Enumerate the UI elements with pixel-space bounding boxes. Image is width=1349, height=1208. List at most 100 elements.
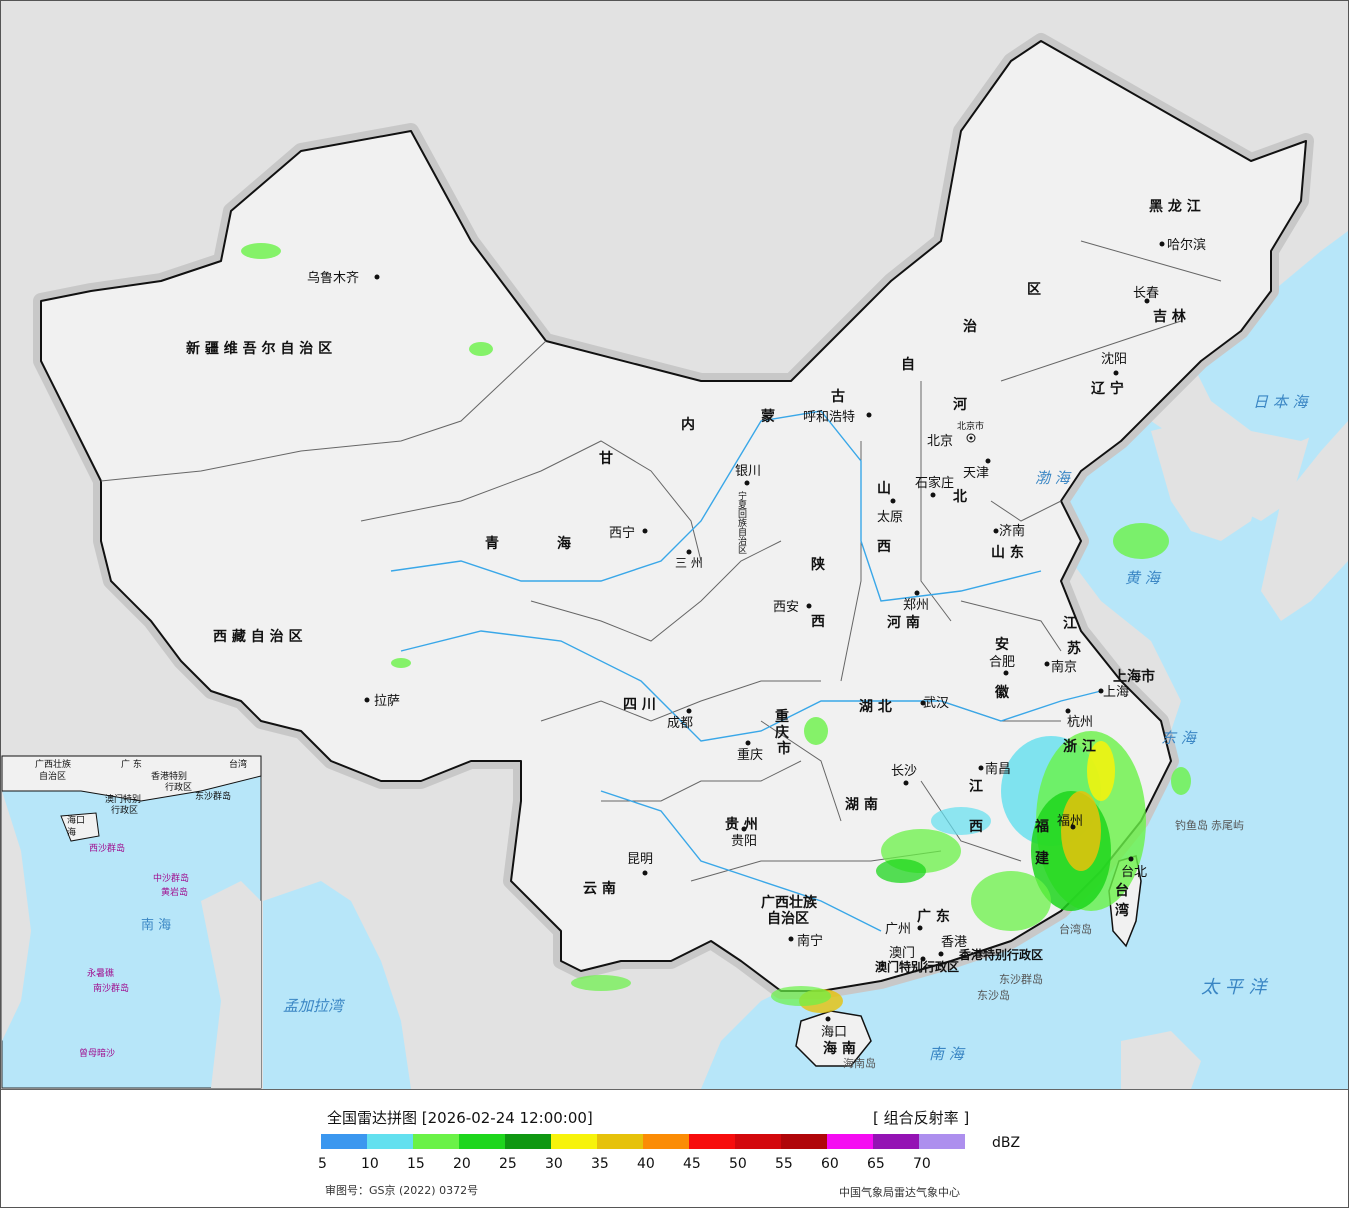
color-swatch-0	[321, 1134, 367, 1149]
inset-huangyan: 黄岩岛	[161, 886, 188, 898]
inset-taiwan: 台湾	[229, 758, 247, 770]
province-hunan: 湖 南	[845, 796, 878, 813]
china-radar-map: 新 疆 维 吾 尔 自 治 区 西 藏 自 治 区 青 海 甘 内 蒙 古 自 …	[1, 1, 1348, 1089]
province-lanzhou-region: 三 州	[675, 556, 703, 570]
province-taiwan-2: 湾	[1115, 902, 1129, 919]
inset-hongkong2: 行政区	[165, 781, 192, 793]
island-taiwan: 台湾岛	[1059, 922, 1092, 936]
sea-mengjiala: 孟加拉湾	[283, 997, 346, 1015]
city-fuzhou: 福州	[1057, 814, 1083, 829]
city-shanghai: 上海	[1103, 685, 1129, 700]
province-guangxi-1: 广西壮族	[761, 894, 818, 911]
tick-label: 65	[867, 1156, 885, 1172]
legend-panel: 全国雷达拼图 [2026-02-24 12:00:00] [ 组合反射率 ] 5…	[1, 1089, 1348, 1207]
province-fujian-2: 建	[1035, 850, 1049, 867]
color-swatch-1	[367, 1134, 413, 1149]
province-fujian-1: 福	[1034, 818, 1049, 835]
province-neimeng-1: 内	[681, 416, 695, 433]
region-hongkong: 香港特别行政区	[958, 947, 1043, 962]
inset-macao: 澳门特别	[105, 793, 141, 805]
province-hubei: 湖 北	[859, 699, 892, 715]
city-kunming: 昆明	[627, 852, 653, 867]
city-xian: 西安	[773, 600, 799, 615]
tick-label: 55	[775, 1156, 793, 1172]
color-scale-bar	[321, 1134, 965, 1149]
inset-macao2: 行政区	[111, 804, 138, 816]
product-label: [ 组合反射率 ]	[873, 1109, 970, 1127]
color-swatch-9	[735, 1134, 781, 1149]
province-shaanxi-2: 西	[811, 614, 825, 630]
color-swatch-12	[873, 1134, 919, 1149]
hainan-land	[795, 1010, 872, 1067]
province-taiwan-1: 台	[1115, 882, 1129, 899]
province-chongqing-1: 重	[775, 708, 789, 725]
province-xinjiang: 新 疆 维 吾 尔 自 治 区	[186, 340, 332, 357]
city-changsha: 长沙	[891, 764, 917, 779]
province-jilin: 吉 林	[1153, 308, 1186, 325]
city-harbin: 哈尔滨	[1167, 237, 1206, 253]
philippines-land	[1121, 1031, 1201, 1089]
tick-label: 15	[407, 1156, 425, 1172]
korea-land	[1151, 421, 1261, 541]
province-neimeng-3: 古	[831, 388, 845, 405]
color-swatch-8	[689, 1134, 735, 1149]
city-hohhot: 呼和浩特	[803, 410, 855, 425]
china-land	[40, 40, 1307, 992]
province-chongqing-2: 庆	[775, 724, 789, 741]
province-shandong: 山 东	[991, 544, 1024, 561]
tick-label: 60	[821, 1156, 839, 1172]
approval-number: 审图号：GS京 (2022) 0372号	[325, 1184, 479, 1197]
sea-taipingyang: 太 平 洋	[1201, 977, 1268, 998]
city-taipei: 台北	[1121, 865, 1147, 880]
color-swatch-11	[827, 1134, 873, 1149]
tick-label: 30	[545, 1156, 563, 1172]
province-jiangxi-1: 江	[969, 778, 983, 795]
tick-label: 40	[637, 1156, 655, 1172]
province-chongqing-3: 市	[777, 740, 791, 757]
color-swatch-13	[919, 1134, 965, 1149]
province-neimeng-2: 蒙	[761, 408, 775, 425]
tick-label: 20	[453, 1156, 471, 1172]
city-guangzhou: 广州	[885, 922, 911, 937]
province-guangxi-2: 自治区	[767, 910, 809, 927]
province-anhui-2: 徽	[994, 684, 1010, 701]
tick-label: 45	[683, 1156, 701, 1172]
city-hangzhou: 杭州	[1067, 715, 1093, 730]
inset-zhongsha: 中沙群岛	[153, 872, 189, 884]
province-qinghai-2: 海	[557, 535, 571, 552]
city-chengdu: 成都	[667, 716, 693, 731]
city-zhengzhou: 郑州	[903, 598, 929, 613]
city-changchun: 长春	[1133, 286, 1159, 301]
province-zhejiang: 浙 江	[1063, 738, 1096, 755]
province-guangdong: 广 东	[917, 908, 950, 925]
city-jinan: 济南	[999, 523, 1025, 539]
province-xizang: 西 藏 自 治 区	[213, 628, 303, 645]
inset-haikou: 海口	[67, 814, 85, 826]
rivers	[390, 410, 1102, 932]
province-shanghai: 上海市	[1113, 668, 1155, 685]
inset-zengmu: 曾母暗沙	[79, 1047, 115, 1059]
color-swatch-2	[413, 1134, 459, 1149]
south-china-sea-inset	[1, 755, 262, 1089]
color-scale-ticks: 5 10 15 20 25 30 35 40 45 50 55 60 65 70	[318, 1156, 941, 1176]
sea-nanhai: 南 海	[929, 1045, 966, 1063]
japan-sea	[1191, 231, 1348, 441]
city-lhasa: 拉萨	[374, 694, 400, 709]
region-ningxia: 宁夏回族自治区	[736, 490, 747, 554]
province-liaoning: 辽 宁	[1091, 380, 1124, 397]
color-swatch-5	[551, 1134, 597, 1149]
unit-label: dBZ	[992, 1135, 1021, 1151]
province-shanxi-1: 山	[877, 481, 891, 497]
color-swatch-3	[459, 1134, 505, 1149]
province-yunnan: 云 南	[583, 880, 616, 897]
sea-huanghai: 黄 海	[1125, 569, 1162, 587]
radar-echoes	[241, 243, 1191, 1013]
city-xining: 西宁	[609, 525, 635, 541]
tick-label: 50	[729, 1156, 747, 1172]
inset-hongkong: 香港特别	[151, 770, 187, 782]
city-shijiazhuang: 石家庄	[915, 475, 954, 491]
tick-label: 5	[318, 1156, 327, 1172]
province-jiangxi-2: 西	[969, 819, 983, 835]
province-shanxi-2: 西	[877, 539, 891, 555]
province-neimeng-6: 区	[1027, 282, 1041, 298]
